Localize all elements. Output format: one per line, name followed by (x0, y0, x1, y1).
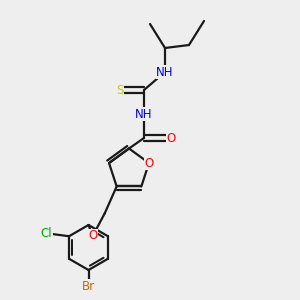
Text: Br: Br (82, 280, 95, 293)
Text: NH: NH (156, 65, 174, 79)
Text: NH: NH (135, 107, 153, 121)
Text: O: O (167, 131, 176, 145)
Text: Cl: Cl (41, 227, 52, 240)
Text: O: O (88, 230, 97, 242)
Text: O: O (144, 157, 154, 169)
Text: S: S (116, 83, 124, 97)
